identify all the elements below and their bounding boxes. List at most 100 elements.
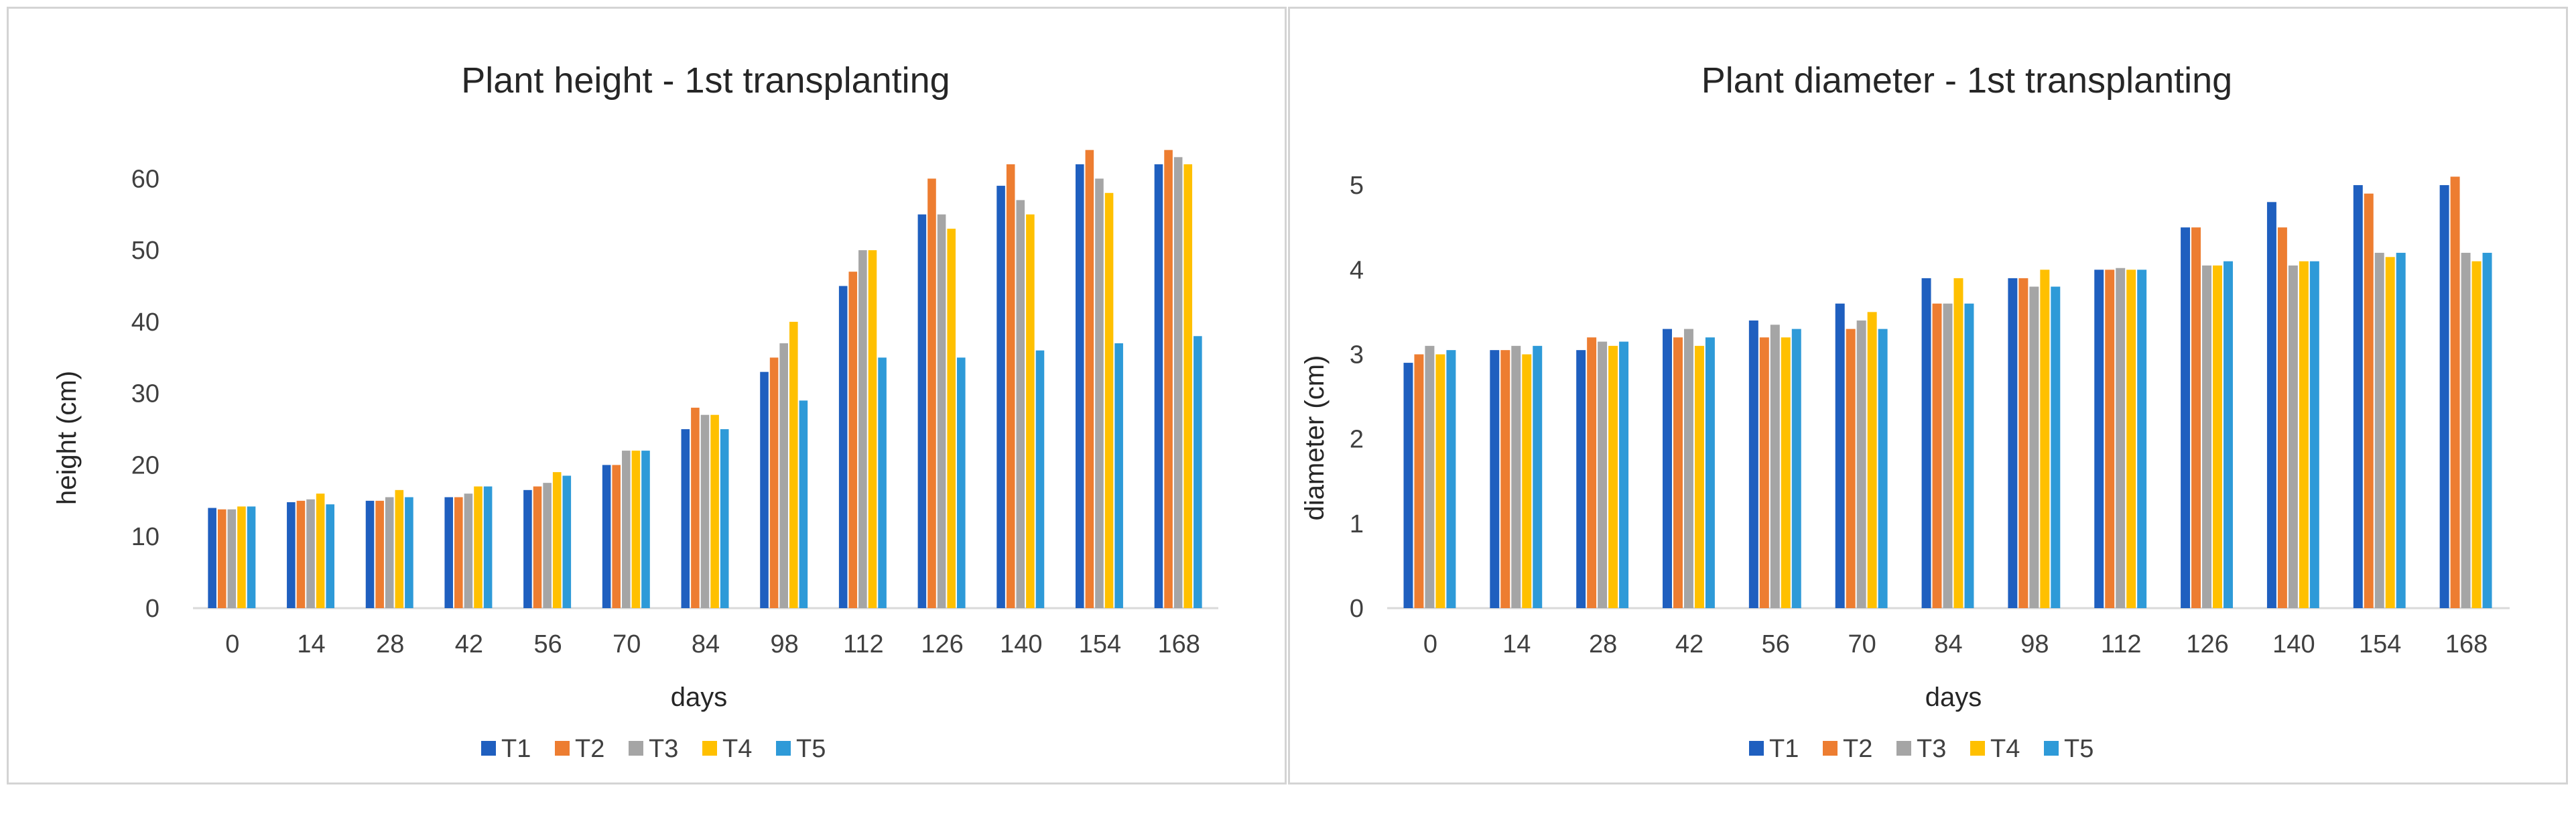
bar-t5-day-70 <box>641 451 650 608</box>
bar-t5-day-14 <box>326 504 335 608</box>
x-tick-label: 0 <box>225 630 239 658</box>
y-tick-label: 5 <box>1350 172 1364 200</box>
bar-t1-day-84 <box>1921 278 1931 608</box>
y-tick-label: 4 <box>1350 256 1364 284</box>
bar-t3-day-56 <box>1770 325 1780 608</box>
chart-panel-height: Plant height - 1st transplanting 0 10 20 30 4… <box>7 7 1287 784</box>
bar-t1-day-168 <box>2439 185 2449 608</box>
bar-t4-day-0 <box>1435 354 1445 608</box>
legend-swatch-t1 <box>1749 741 1764 756</box>
bar-t2-day-0 <box>217 509 227 608</box>
bar-t5-day-112 <box>2137 270 2147 608</box>
bar-t2-day-168 <box>1164 150 1173 608</box>
bar-t3-day-14 <box>1511 345 1521 608</box>
bar-t2-day-70 <box>1846 329 1856 608</box>
bar-t3-day-70 <box>622 451 631 608</box>
bar-t3-day-98 <box>779 343 788 608</box>
bar-t3-day-0 <box>1425 345 1435 608</box>
bar-t2-day-126 <box>2191 227 2201 608</box>
legend-label-t4: T4 <box>1990 735 2020 763</box>
bar-t2-day-140 <box>1006 164 1015 608</box>
bar-t3-day-28 <box>1598 341 1608 608</box>
bar-t1-day-98 <box>2008 278 2018 608</box>
bar-t1-day-14 <box>1490 350 1500 608</box>
bar-t2-day-84 <box>691 408 700 608</box>
x-tick-label: 98 <box>771 630 799 658</box>
chart-panel-diameter: Plant diameter - 1st transplanting 0 1 2 3 4 5… <box>1288 7 2568 784</box>
bar-t3-day-14 <box>306 499 315 608</box>
bar-t1-day-0 <box>208 508 216 608</box>
legend-swatch-t1 <box>481 741 496 756</box>
bar-t5-day-84 <box>1964 303 1974 608</box>
bar-t1-day-14 <box>287 502 296 608</box>
bar-t5-day-28 <box>405 497 413 608</box>
bar-t1-day-112 <box>2094 270 2104 608</box>
bar-t2-day-42 <box>454 497 463 608</box>
x-tick-label: 168 <box>2445 630 2488 658</box>
legend-label-t1: T1 <box>1769 735 1799 763</box>
bar-t1-day-154 <box>2353 185 2363 608</box>
bar-t2-day-140 <box>2277 227 2287 608</box>
x-tick-label: 70 <box>1848 630 1876 658</box>
x-tick-label: 84 <box>692 630 720 658</box>
x-tick-label: 14 <box>297 630 325 658</box>
bar-t4-day-126 <box>947 229 956 609</box>
y-tick-label: 20 <box>131 451 159 479</box>
bar-t1-day-168 <box>1154 164 1163 608</box>
bar-t2-day-84 <box>1932 303 1942 608</box>
x-tick-label: 168 <box>1157 630 1200 658</box>
bar-t5-day-56 <box>562 475 572 608</box>
bar-t4-day-42 <box>1694 345 1704 608</box>
legend-label-t5: T5 <box>2064 735 2094 763</box>
bar-t1-day-56 <box>523 489 532 608</box>
bar-t1-day-42 <box>1663 329 1672 608</box>
bar-t2-day-98 <box>2018 278 2028 608</box>
bar-t4-day-70 <box>1867 312 1877 608</box>
bar-t5-day-154 <box>1114 343 1123 608</box>
bar-t2-day-14 <box>296 500 306 608</box>
bar-t3-day-98 <box>2029 286 2039 608</box>
legend-swatch-t2 <box>1823 741 1838 756</box>
bar-t5-day-70 <box>1878 329 1888 608</box>
y-tick-label: 40 <box>131 308 159 337</box>
legend-swatch-t5 <box>776 741 791 756</box>
bar-t5-day-98 <box>2051 286 2061 608</box>
bar-t4-day-56 <box>1781 337 1791 608</box>
bar-t3-day-28 <box>385 497 394 608</box>
x-tick-label: 98 <box>2020 630 2049 658</box>
bar-t5-day-84 <box>720 429 729 608</box>
bar-t4-day-56 <box>552 472 562 608</box>
legend-swatch-t4 <box>702 741 717 756</box>
y-axis-label: diameter (cm) <box>1300 355 1330 521</box>
legend-label-t5: T5 <box>796 735 826 763</box>
bar-t2-day-28 <box>375 500 384 608</box>
bar-t2-day-56 <box>1759 337 1769 608</box>
bar-t3-day-42 <box>1683 329 1693 608</box>
x-tick-label: 28 <box>376 630 404 658</box>
bar-t1-day-0 <box>1403 363 1413 608</box>
x-tick-label: 42 <box>1675 630 1703 658</box>
chart-title: Plant height - 1st transplanting <box>461 60 950 101</box>
bar-t3-day-84 <box>700 414 710 608</box>
legend-label-t3: T3 <box>1917 735 1946 763</box>
y-tick-label: 10 <box>131 523 159 551</box>
y-tick-label: 50 <box>131 237 159 265</box>
legend-swatch-t4 <box>1970 741 1985 756</box>
bar-t3-day-168 <box>2461 253 2471 608</box>
y-tick-label: 2 <box>1350 426 1364 454</box>
bar-t3-day-70 <box>1856 320 1866 608</box>
bar-t1-day-126 <box>2181 227 2191 608</box>
bar-t5-day-0 <box>247 506 256 608</box>
bar-t3-day-154 <box>1095 178 1104 608</box>
legend-swatch-t5 <box>2044 741 2059 756</box>
bar-t1-day-154 <box>1075 164 1084 608</box>
bar-t3-day-0 <box>227 509 237 608</box>
bar-t3-day-126 <box>937 214 946 608</box>
bar-t4-day-84 <box>1953 278 1963 608</box>
bar-t4-day-140 <box>1026 214 1035 608</box>
x-axis-label: days <box>1925 683 1982 712</box>
bar-t3-day-140 <box>2288 265 2298 608</box>
bar-t5-day-42 <box>483 486 493 608</box>
bar-t4-day-70 <box>631 451 641 608</box>
bar-t5-day-14 <box>1533 345 1543 608</box>
